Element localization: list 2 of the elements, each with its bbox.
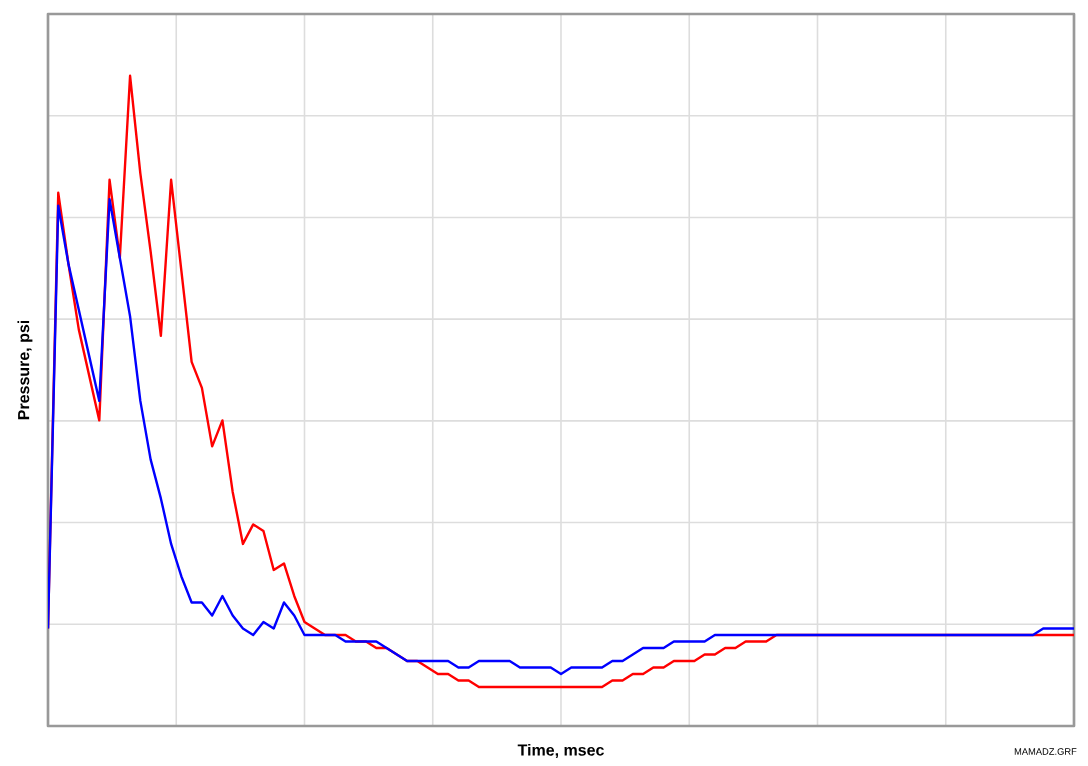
x-axis-title: Time, msec: [517, 743, 604, 759]
y-axis-title: Pressure, psi: [17, 320, 33, 420]
